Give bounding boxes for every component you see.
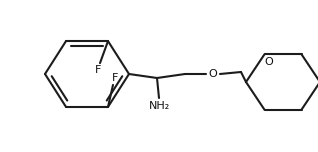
Text: O: O bbox=[264, 57, 273, 67]
Text: F: F bbox=[95, 65, 101, 75]
Text: O: O bbox=[209, 69, 218, 79]
Text: NH₂: NH₂ bbox=[149, 101, 169, 111]
Text: F: F bbox=[112, 73, 118, 83]
